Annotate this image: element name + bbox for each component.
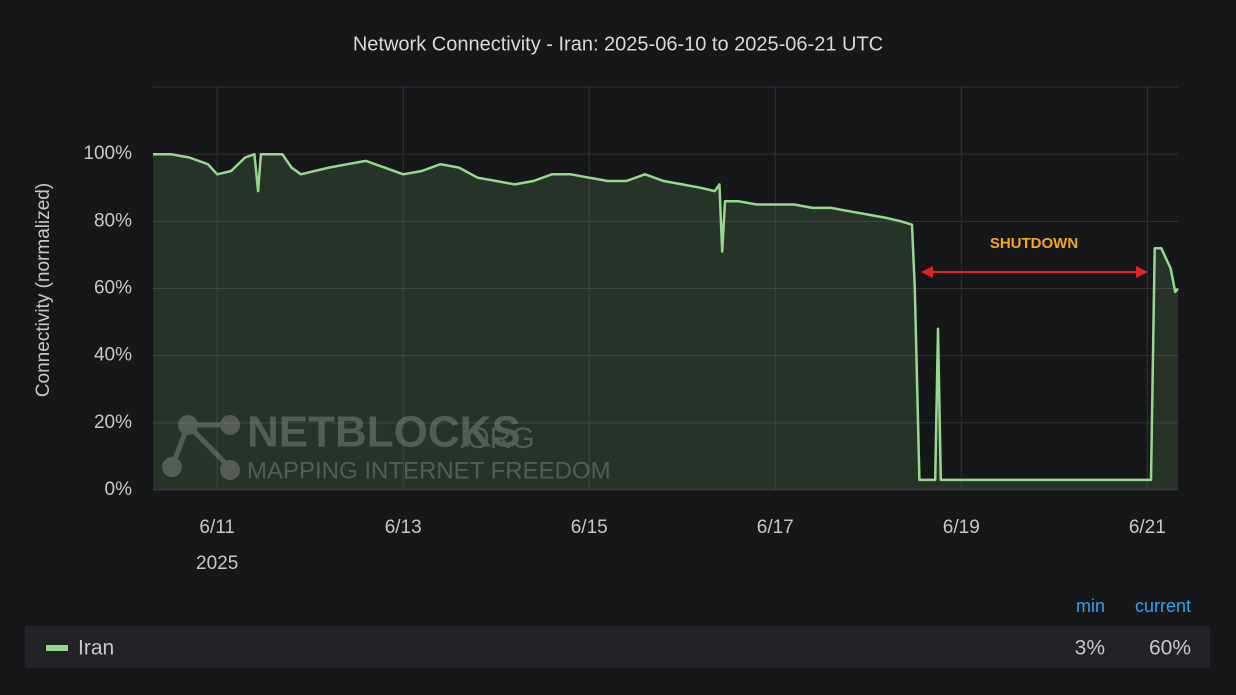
line <box>153 152 1179 482</box>
x-tick-label: 6/11 <box>199 517 235 538</box>
x-sublabel: 2025 <box>196 553 238 574</box>
legend-label: Iran <box>78 637 114 660</box>
watermark-suffix: .ORG <box>458 422 535 455</box>
watermark-tagline: MAPPING INTERNET FREEDOM <box>247 457 611 484</box>
x-tick-label: 6/17 <box>757 517 794 538</box>
annotation: SHUTDOWN <box>990 235 1078 252</box>
y-tick-label: 80% <box>94 210 132 231</box>
y-tick-label: 20% <box>94 412 132 433</box>
watermark-name: NETBLOCKS <box>247 408 521 457</box>
watermark-logo <box>162 415 240 480</box>
y-tick-label: 40% <box>94 345 132 366</box>
chart-title: Network Connectivity - Iran: 2025-06-10 … <box>353 33 883 55</box>
legend-stat: 60% <box>1149 637 1191 660</box>
legend-column: current <box>1135 596 1191 616</box>
legend-row <box>25 626 1210 668</box>
shutdown-arrow <box>921 266 1148 278</box>
watermark: NETBLOCKS .ORG MAPPING INTERNET FREEDOM <box>162 408 611 484</box>
area <box>153 154 1178 490</box>
legend-stat: 3% <box>1075 637 1105 660</box>
y-tick-label: 60% <box>94 278 132 299</box>
x-tick-label: 6/13 <box>385 517 422 538</box>
legend-column: min <box>1076 596 1105 616</box>
x-tick-label: 6/15 <box>571 517 608 538</box>
y-tick-label: 0% <box>105 479 133 500</box>
x-tick-label: 6/21 <box>1129 517 1166 538</box>
x-tick-label: 6/19 <box>943 517 980 538</box>
y-axis-label: Connectivity (normalized) <box>33 183 54 397</box>
y-tick-label: 100% <box>83 143 132 164</box>
